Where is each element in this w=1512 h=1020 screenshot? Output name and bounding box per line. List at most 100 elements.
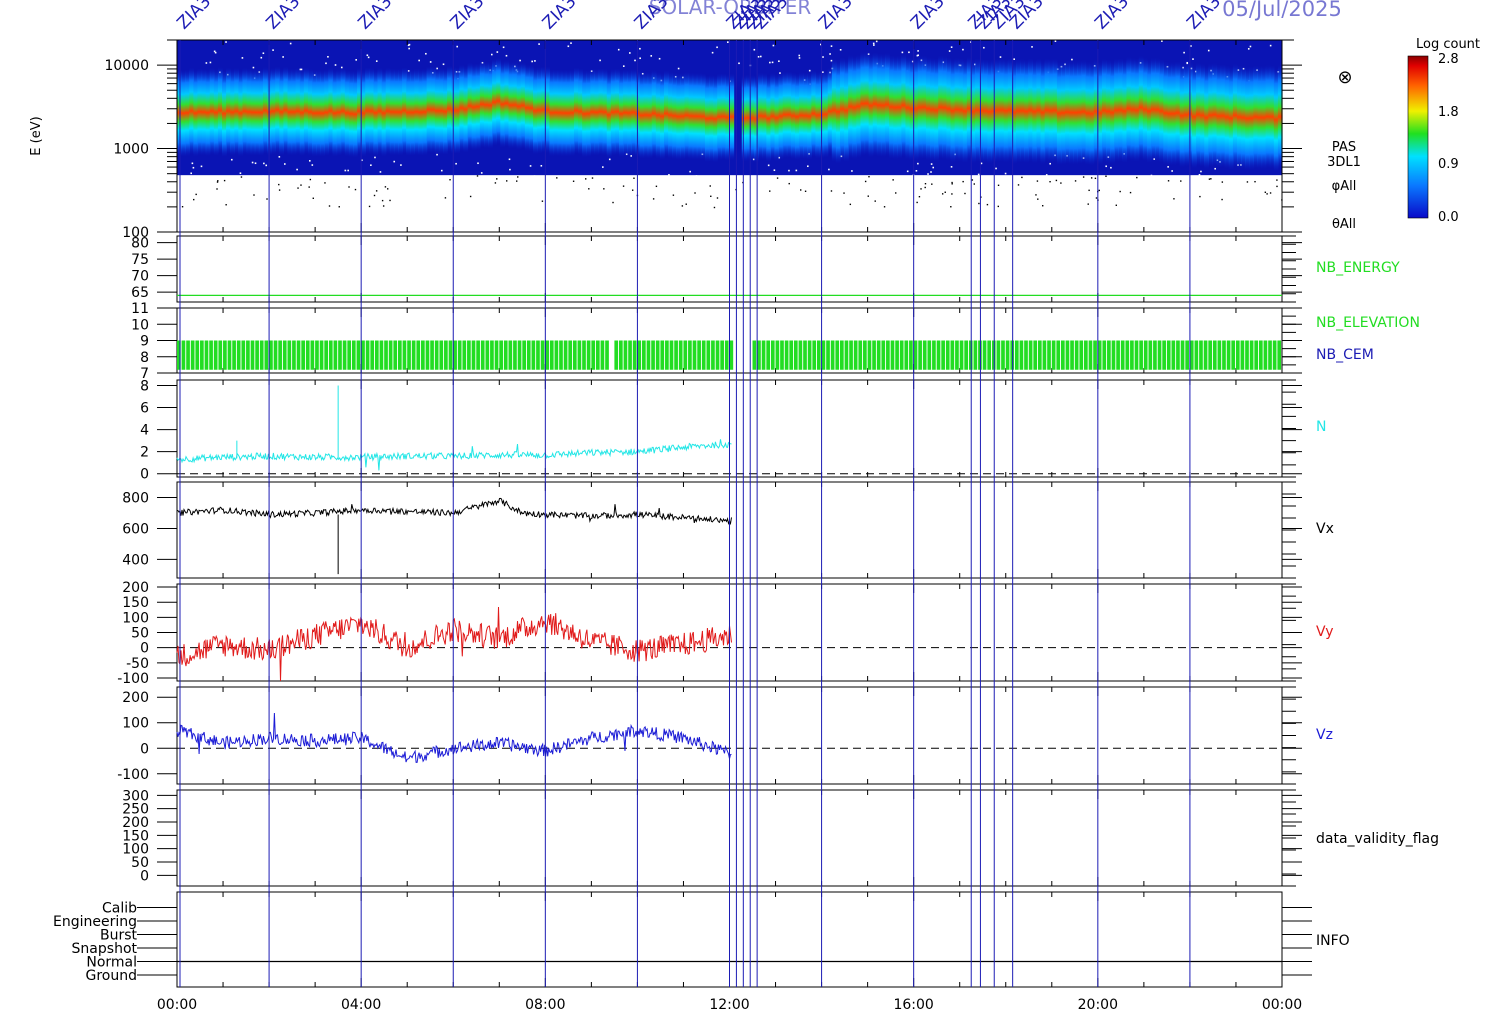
elevation-bar [798,340,803,370]
elevation-bar [1097,340,1102,370]
heatmap-speckle [440,169,443,172]
elevation-bar [1005,340,1010,370]
elevation-bar [1249,340,1254,370]
heatmap-band-column [565,69,571,157]
heatmap-band-column [713,75,718,163]
elevation-bar [812,340,817,370]
y-tick-label: -100 [117,767,149,783]
elevation-bar [246,340,250,370]
elevation-bar [374,340,379,370]
info-category-label: Snapshot [72,941,138,957]
heatmap-speckle [915,169,918,172]
heatmap-band-column [594,68,600,156]
heatmap-speckle-low [1136,176,1138,179]
heatmap-band-column [606,71,612,159]
y-tick-label: 9 [140,334,149,350]
heatmap-band-column [520,62,526,149]
heatmap-band-column [578,68,583,155]
elevation-bar [522,340,526,370]
heatmap-speckle-low [931,183,933,185]
heatmap-speckle-low [278,189,281,191]
heatmap-band-column [745,74,751,162]
heatmap-band-column [623,69,628,157]
heatmap-speckle-low [924,182,927,185]
heatmap-speckle [773,169,776,172]
colorbar-gradient [1407,55,1429,219]
heatmap-band-column [1253,65,1259,169]
heatmap-band-column [823,70,829,158]
heatmap-band-column [643,71,649,159]
heatmap-band-column [880,53,886,158]
heatmap-band-column [234,67,239,155]
heatmap-speckle-low [375,190,378,192]
elevation-bar [761,340,766,370]
y-tick-label: 4 [140,423,149,439]
x-tick-label: 16:00 [893,997,933,1013]
y-tick-label: 300 [122,788,149,804]
heatmap-speckle [383,175,385,178]
heatmap-speckle-low [300,184,302,186]
heatmap-band-column [1151,57,1156,162]
elevation-bar [1157,340,1162,370]
heatmap-band-column [393,68,399,156]
elevation-bar [1240,340,1245,370]
heatmap-speckle [263,162,265,165]
heatmap-band-column [864,51,870,156]
vz-trace [176,712,732,763]
heatmap-band-column [942,55,948,160]
elevation-bar [678,340,683,370]
heatmap-band-column [905,55,911,160]
heatmap-speckle-low [195,193,197,196]
heatmap-speckle [1105,179,1108,181]
heatmap-band-column [561,69,567,157]
elevation-bar [1111,340,1116,370]
heatmap-speckle-low [217,180,219,182]
heatmap-band-column [631,68,636,156]
elevation-bar [692,340,697,370]
heatmap-band-column [205,69,211,157]
heatmap-speckle [1167,166,1169,168]
heatmap-band-column [1265,64,1271,169]
elevation-bar [1268,340,1272,370]
heatmap-speckle-low [384,186,387,188]
heatmap-band-column [197,68,203,156]
heatmap-band-column [217,66,223,154]
heatmap-band-column [177,69,182,157]
elevation-bar [595,340,600,370]
heatmap-speckle-low [1074,180,1077,182]
y-tick-label: 2 [140,445,149,461]
info-category-label: Calib [102,901,137,917]
heatmap-band-column [1204,65,1209,170]
elevation-bar [554,340,559,370]
elevation-bar [623,340,628,370]
heatmap-speckle-low [308,186,310,188]
heatmap-band-column [1236,65,1242,169]
heatmap-speckle-low [517,176,519,178]
heatmap-speckle [239,172,242,174]
elevation-bar [439,340,444,370]
heatmap-band-column [447,65,452,153]
heatmap-band-column [799,72,804,159]
heatmap-speckle [213,50,216,53]
heatmap-band-column [1007,58,1013,162]
heatmap-speckle-low [849,203,852,206]
elevation-bar [1024,340,1028,370]
heatmap-speckle [822,56,824,58]
elevation-bar [793,340,798,370]
heatmap-speckle [602,166,604,168]
heatmap-speckle-low [986,203,989,206]
heatmap-band-column [852,55,857,160]
instrument-label: φAll [1332,179,1357,194]
heatmap-band-column [627,69,632,157]
elevation-bar [559,340,563,370]
heatmap-speckle [379,171,382,173]
heatmap-speckle [1269,44,1272,47]
heatmap-speckle [367,56,370,59]
elevation-bar [361,340,365,370]
heatmap-speckle-low [193,198,195,201]
elevation-bar [835,340,840,370]
heatmap-speckle [629,52,631,54]
elevation-bar [513,340,517,370]
elevation-bar [890,340,895,370]
heatmap-band-column [508,61,514,149]
